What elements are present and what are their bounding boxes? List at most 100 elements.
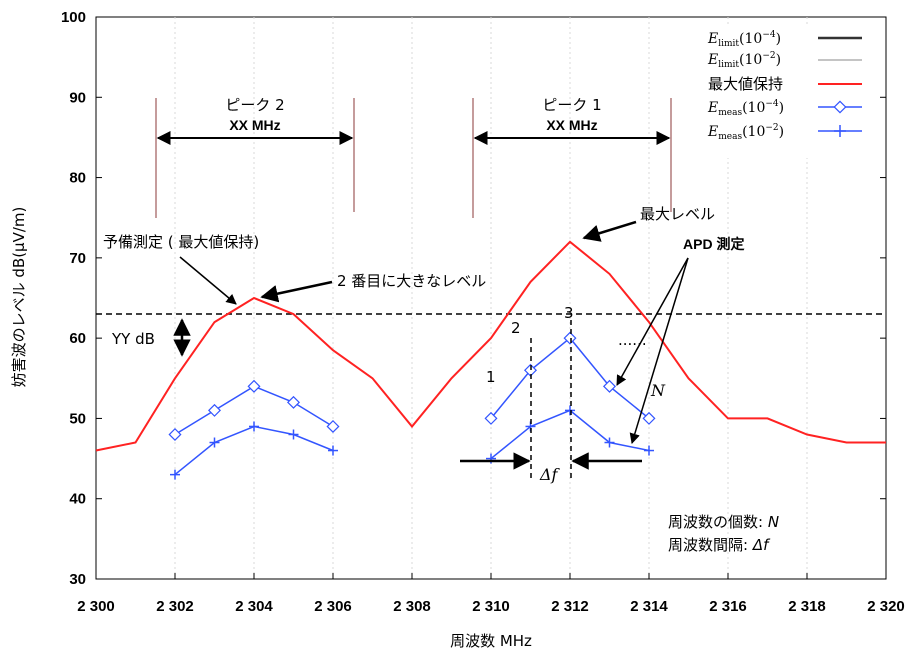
prelim-label: 予備測定 ( 最大値保持) xyxy=(103,233,259,251)
freq-spacing-text: 周波数間隔: xyxy=(668,536,753,554)
legend-limit2-paren: (10 xyxy=(739,52,762,68)
yy-label: YY dB xyxy=(111,330,155,348)
series-3-point-5 xyxy=(484,411,498,425)
legend-meas4-main: E xyxy=(707,100,718,116)
series-3-point-8 xyxy=(602,379,617,393)
x-tick-label-10: 2 320 xyxy=(867,598,905,615)
freq-count-note: 周波数の個数: N xyxy=(668,513,779,531)
legend-meas2-main: E xyxy=(707,124,718,140)
svg-text:Elimit(10−4): Elimit(10−4) xyxy=(707,30,781,49)
legend-entry-limit-2: Elimit(10−2) xyxy=(707,51,862,70)
legend-meas2-paren: (10 xyxy=(742,124,765,140)
legend-limit4-paren: (10 xyxy=(739,31,762,47)
x-tick-label-5: 2 310 xyxy=(472,598,510,615)
prelim-arrow xyxy=(179,256,237,305)
freq-count-var: N xyxy=(768,513,779,531)
legend-limit4-main: E xyxy=(707,31,718,47)
legend-limit4-close: ) xyxy=(776,31,781,47)
x-axis-title: 周波数 MHz xyxy=(450,632,532,650)
y-tick-label-4: 70 xyxy=(69,250,86,267)
legend: Elimit(10−4) Elimit(10−2) 最大値保持 Emeas(10… xyxy=(700,24,880,158)
max-level-arrow xyxy=(582,220,637,242)
svg-text:Elimit(10−2): Elimit(10−2) xyxy=(707,51,781,70)
svg-text:Emeas(10−2): Emeas(10−2) xyxy=(707,123,784,142)
x-tick-label-1: 2 302 xyxy=(156,598,194,615)
x-tick-label-2: 2 304 xyxy=(235,598,273,615)
point-number-1: 1 xyxy=(486,368,496,386)
series-2 xyxy=(95,240,886,452)
legend-meas2-sup: −2 xyxy=(765,123,778,133)
peak1-span-label: XX MHz xyxy=(546,117,597,133)
x-axis-ticks: 2 300 2 302 2 304 2 306 2 308 2 310 2 312 2 314… xyxy=(77,573,905,615)
series-3-point-4 xyxy=(326,419,340,433)
series-4-point-1 xyxy=(209,437,220,448)
point-dots: ...... xyxy=(618,331,647,349)
max-level-label: 最大レベル xyxy=(640,205,715,223)
apd-arrow-1 xyxy=(616,257,689,386)
peak2-title: ピーク 2 xyxy=(225,96,284,114)
series-4-point-7 xyxy=(565,405,575,416)
peak1-title: ピーク 1 xyxy=(542,96,601,114)
freq-count-text: 周波数の個数: xyxy=(668,513,768,531)
series-2-line-0 xyxy=(95,240,886,452)
y-tick-label-0: 30 xyxy=(69,571,86,588)
y-axis-ticks: 30 40 50 60 70 80 90 100 xyxy=(61,9,886,588)
legend-entry-maxhold: 最大値保持 xyxy=(708,75,862,93)
legend-limit2-sup: −2 xyxy=(762,51,775,61)
legend-meas4-sub: meas xyxy=(718,108,742,118)
second-level-arrow xyxy=(260,280,333,303)
series-4-point-4 xyxy=(328,445,338,456)
apd-label: APD 測定 xyxy=(683,236,744,252)
legend-box xyxy=(700,24,880,158)
legend-limit4-sup: −4 xyxy=(762,30,776,40)
y-tick-label-7: 100 xyxy=(61,9,86,26)
legend-meas4-sup: −4 xyxy=(765,99,779,109)
legend-maxhold-label: 最大値保持 xyxy=(708,75,783,93)
x-tick-label-4: 2 308 xyxy=(393,598,431,615)
peak2-span-label: XX MHz xyxy=(229,117,280,133)
x-tick-label-0: 2 300 xyxy=(77,598,115,615)
x-tick-label-6: 2 312 xyxy=(551,598,589,615)
legend-meas4-paren: (10 xyxy=(742,100,765,116)
series-3 xyxy=(168,331,656,441)
series-3-point-9 xyxy=(642,411,656,425)
legend-meas2-sub: meas xyxy=(718,132,742,142)
y-tick-label-5: 80 xyxy=(69,170,86,187)
series-3-point-2 xyxy=(247,379,261,393)
legend-meas4-close: ) xyxy=(779,100,784,116)
x-tick-label-8: 2 316 xyxy=(709,598,747,615)
freq-spacing-var: Δf xyxy=(752,536,771,554)
df-label: Δf xyxy=(539,465,561,484)
legend-entry-limit-4: Elimit(10−4) xyxy=(707,30,862,49)
legend-limit2-main: E xyxy=(707,52,718,68)
series-3-point-6 xyxy=(523,363,538,377)
apd-arrow-2 xyxy=(629,257,689,445)
point-number-2: 2 xyxy=(511,319,521,337)
y-tick-label-2: 50 xyxy=(69,410,86,427)
legend-meas2-close: ) xyxy=(779,124,784,140)
N-label: N xyxy=(650,381,666,400)
x-tick-label-3: 2 306 xyxy=(314,598,352,615)
series-4-point-2 xyxy=(249,421,259,432)
series-3-point-1 xyxy=(207,403,222,417)
legend-limit2-sub: limit xyxy=(718,60,739,70)
series-3-point-7 xyxy=(563,331,577,345)
series-3-point-3 xyxy=(286,395,301,409)
series-4-point-8 xyxy=(604,437,615,448)
series-group xyxy=(95,240,886,480)
legend-limit4-sub: limit xyxy=(718,39,739,49)
legend-entry-meas-2: Emeas(10−2) xyxy=(707,123,862,142)
y-tick-label-6: 90 xyxy=(69,89,86,106)
legend-meas4-marker xyxy=(833,100,847,114)
x-tick-label-9: 2 318 xyxy=(788,598,826,615)
series-4 xyxy=(170,405,654,480)
svg-text:Emeas(10−4): Emeas(10−4) xyxy=(707,99,784,118)
x-tick-label-7: 2 314 xyxy=(630,598,668,615)
second-level-label: 2 番目に大きなレベル xyxy=(337,272,486,290)
series-4-point-0 xyxy=(170,469,180,480)
y-axis-title: 妨害波のレベル dB(μV/m) xyxy=(10,207,28,388)
series-4-point-3 xyxy=(288,429,299,440)
legend-limit2-close: ) xyxy=(776,52,781,68)
series-3-point-0 xyxy=(168,427,182,441)
